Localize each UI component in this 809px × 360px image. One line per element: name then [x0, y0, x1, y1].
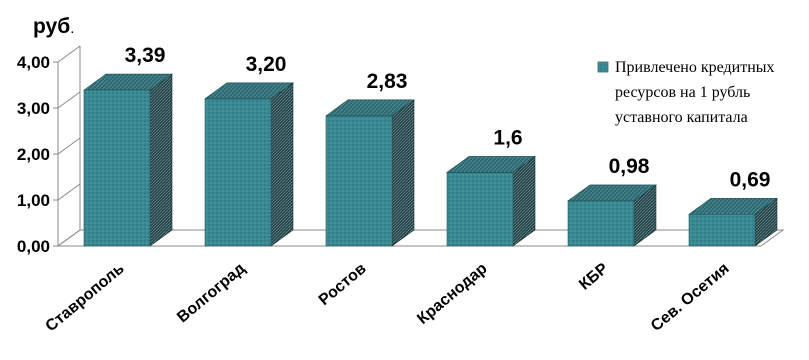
data-label: 2,83	[367, 70, 408, 93]
bar-top	[83, 73, 173, 91]
data-label: 0,69	[730, 168, 771, 191]
x-tick-label: Краснодар	[414, 260, 491, 328]
y-tick-diag	[57, 183, 81, 201]
y-tick-label: 4,00	[17, 53, 50, 72]
y-tick-label: 3,00	[17, 99, 50, 118]
bar	[567, 184, 657, 247]
y-axis-ticks: 0,00 1,00 2,00 3,00 4,00	[17, 45, 81, 256]
y-tick-diag	[57, 45, 81, 63]
bar	[83, 73, 173, 247]
y-axis-line	[57, 62, 81, 247]
bar	[204, 82, 294, 247]
bar-top	[567, 184, 657, 202]
bar-side	[270, 82, 294, 247]
bar-side	[149, 73, 173, 247]
bar	[688, 197, 778, 247]
data-label: 1,6	[493, 126, 522, 149]
x-tick-label: Ростов	[316, 260, 370, 309]
bar-front	[446, 172, 514, 247]
y-tick-label: 2,00	[17, 145, 50, 164]
unit-label: руб.	[33, 15, 74, 38]
legend-line-3: уставного капитала	[615, 109, 748, 126]
data-labels: 3,39 3,20 2,83 1,6 0,98 0,69	[125, 44, 771, 191]
y-tick-diag	[57, 229, 81, 247]
x-axis-ticks: Ставрополь Волгоград Ростов Краснодар КБР Сев…	[43, 260, 733, 335]
bar-front	[688, 213, 756, 247]
y-tick-diag	[57, 91, 81, 109]
data-label: 0,98	[609, 155, 650, 178]
x-tick-label: КБР	[576, 260, 612, 294]
bar-top	[688, 197, 778, 215]
bar-front	[567, 200, 635, 247]
data-label: 3,39	[125, 44, 166, 67]
bar-front	[204, 98, 272, 247]
legend-line-1: Привлечено кредитных	[615, 59, 775, 76]
y-tick-label: 0,00	[17, 237, 50, 256]
y-tick-label: 1,00	[17, 191, 50, 210]
bar-front	[325, 115, 393, 247]
bar	[446, 155, 536, 247]
bar-front	[83, 89, 151, 247]
legend: Привлечено кредитных ресурсов на 1 рубль…	[597, 59, 775, 126]
bars	[83, 73, 778, 247]
legend-line-2: ресурсов на 1 рубль	[615, 84, 750, 101]
x-tick-label: Ставрополь	[43, 260, 128, 335]
bar-top	[325, 99, 415, 117]
bar-top	[204, 82, 294, 100]
data-label: 3,20	[246, 53, 287, 76]
x-tick-label: Сев. Осетия	[648, 260, 733, 335]
bar-top	[446, 156, 536, 173]
legend-swatch	[597, 61, 609, 73]
floor	[58, 229, 785, 247]
bar	[325, 99, 415, 247]
bar-side	[391, 99, 415, 247]
x-tick-label: Волгоград	[174, 260, 248, 326]
y-tick-diag	[57, 137, 81, 155]
